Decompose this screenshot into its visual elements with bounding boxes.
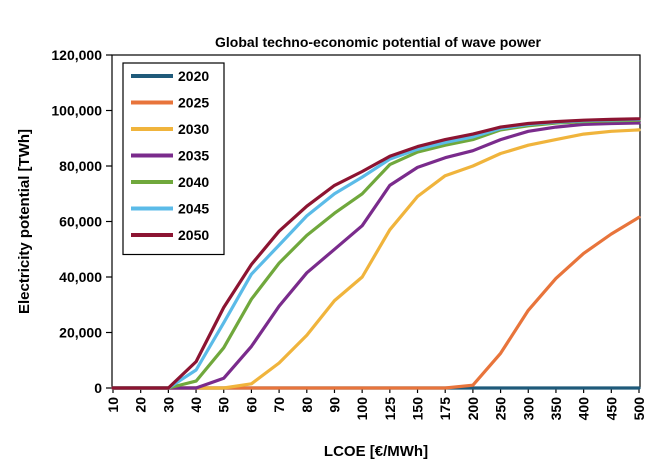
x-tick-label: 500: [631, 397, 647, 421]
legend: 2020 2025 2030 2035 2040 2045 2050: [122, 62, 225, 256]
legend-label-2050: 2050: [178, 227, 209, 243]
x-tick-label: 40: [188, 397, 204, 413]
legend-label-2040: 2040: [178, 174, 209, 190]
y-tick-label: 100,000: [51, 103, 102, 119]
x-tick-label: 150: [410, 397, 426, 421]
x-tick-label: 250: [493, 397, 509, 421]
y-tick-label: 60,000: [59, 214, 102, 230]
x-axis-ticks: 10 20 30 40 50 60 70 80 90 100 125 150 175 200 250 300 3…: [105, 388, 647, 420]
chart-title: Global techno-economic potential of wave…: [215, 34, 541, 50]
x-tick-label: 300: [520, 397, 536, 421]
legend-label-2025: 2025: [178, 95, 209, 111]
x-tick-label: 60: [243, 397, 259, 413]
y-tick-label: 0: [94, 380, 102, 396]
x-tick-label: 450: [603, 397, 619, 421]
x-tick-label: 100: [354, 397, 370, 421]
x-tick-label: 80: [299, 397, 315, 413]
x-tick-label: 90: [326, 397, 342, 413]
x-tick-label: 350: [548, 397, 564, 421]
x-axis-title: LCOE [€/MWh]: [324, 443, 428, 460]
y-tick-label: 80,000: [59, 158, 102, 174]
x-tick-label: 175: [437, 397, 453, 421]
series-line-2050: [111, 117, 641, 390]
y-axis-ticks: 0 20,000 40,000 60,000 80,000 100,000 120,000: [51, 47, 112, 396]
legend-box: [122, 62, 225, 256]
x-tick-label: 10: [105, 397, 121, 413]
x-tick-label: 70: [271, 397, 287, 413]
x-tick-label: 30: [160, 397, 176, 413]
x-tick-label: 400: [576, 397, 592, 421]
legend-label-2045: 2045: [178, 201, 209, 217]
series-line-2035: [111, 121, 641, 390]
legend-label-2020: 2020: [178, 68, 209, 84]
x-tick-label: 20: [133, 397, 149, 413]
x-tick-label: 200: [465, 397, 481, 421]
y-tick-label: 20,000: [59, 325, 102, 341]
legend-label-2035: 2035: [178, 148, 209, 164]
y-tick-label: 40,000: [59, 269, 102, 285]
series-lines: [111, 117, 641, 390]
y-axis-title: Electricity potential [TWh]: [16, 129, 33, 314]
y-tick-label: 120,000: [51, 47, 102, 63]
x-tick-label: 50: [216, 397, 232, 413]
x-tick-label: 125: [382, 397, 398, 421]
legend-label-2030: 2030: [178, 121, 209, 137]
